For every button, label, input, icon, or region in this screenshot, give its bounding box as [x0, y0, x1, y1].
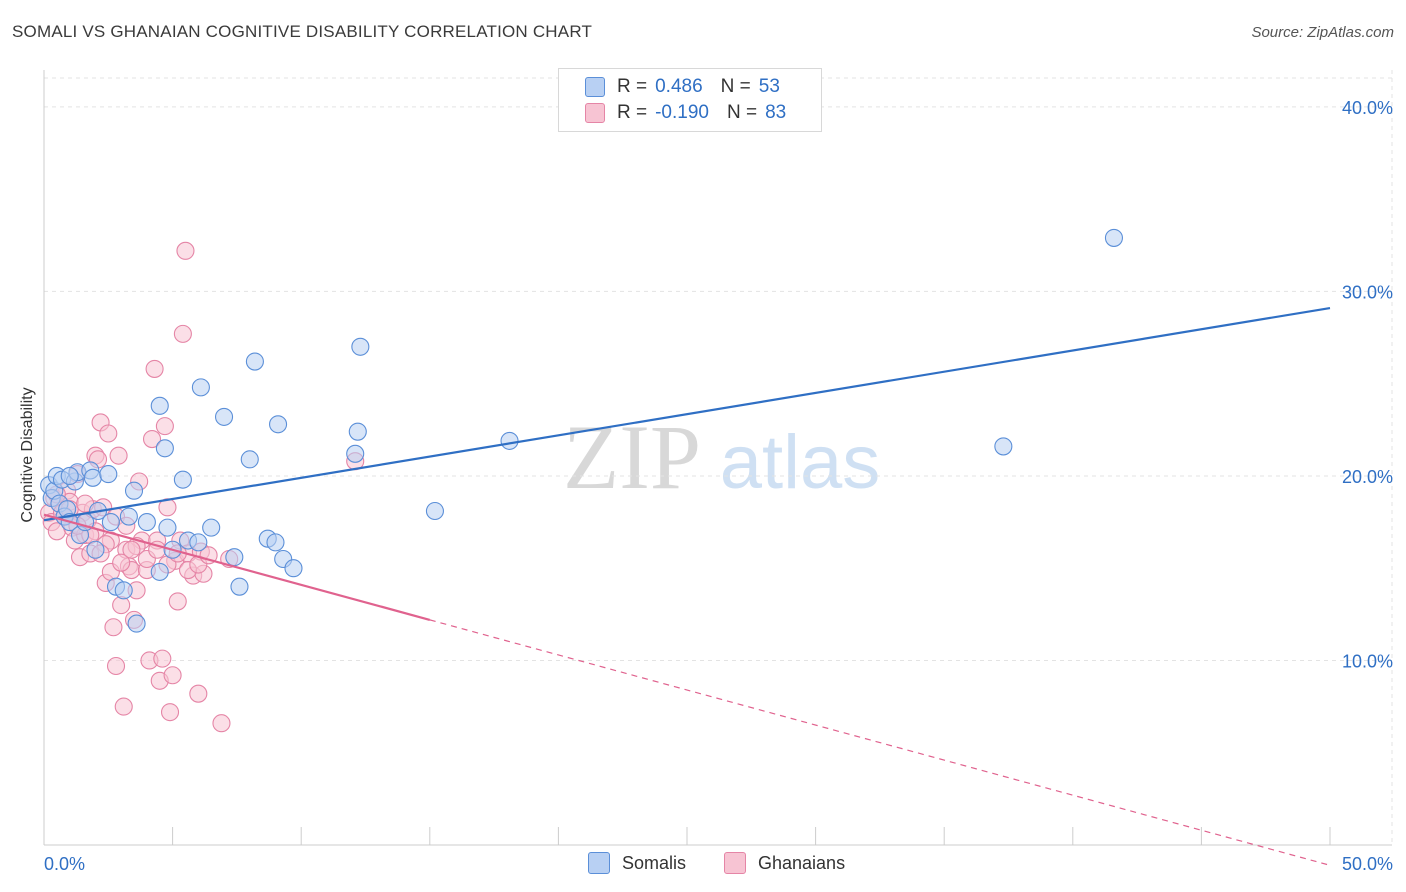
- ghanaians-point: [163, 666, 182, 685]
- somalis-point: [994, 437, 1013, 456]
- trend-lines: [43, 306, 1331, 866]
- somalis-point: [124, 481, 144, 500]
- ghanaians-trend-extension: [429, 619, 1331, 866]
- somalis-point: [202, 518, 221, 537]
- somalis-point: [191, 378, 210, 397]
- legend-r-value-ghanaians: -0.190: [655, 102, 709, 123]
- ghanaians-trend-line: [43, 513, 431, 621]
- legend-n-value-somalis: 53: [758, 76, 780, 97]
- somalis-point: [189, 533, 208, 552]
- y-tick-label: 40.0%: [1342, 98, 1393, 118]
- y-tick-label: 20.0%: [1342, 467, 1393, 487]
- legend-r-value-somalis: 0.486: [655, 76, 703, 97]
- axes: [43, 70, 1392, 846]
- somalis-point: [284, 559, 303, 578]
- ghanaians-point: [212, 714, 231, 733]
- somalis-point: [346, 444, 365, 463]
- ghanaians-point: [112, 596, 131, 615]
- y-tick-label: 10.0%: [1342, 651, 1393, 671]
- somalis-point: [150, 396, 169, 415]
- x-tick-labels: 0.0% 50.0%: [44, 854, 1393, 874]
- somalis-point: [60, 466, 79, 486]
- somalis-points: [40, 228, 1124, 633]
- ghanaians-point: [160, 703, 180, 722]
- watermark: ZIP atlas: [563, 406, 880, 508]
- legend-n-label: N =: [726, 102, 758, 123]
- somalis-point: [348, 422, 367, 441]
- legend-swatch-somalis: [588, 852, 610, 874]
- legend-swatch-ghanaians: [585, 103, 605, 123]
- somalis-point: [351, 337, 370, 356]
- series-legend: Somalis Ghanaians: [0, 852, 1406, 876]
- legend-label-somalis: Somalis: [622, 852, 687, 873]
- somalis-point: [425, 501, 444, 521]
- ghanaians-point: [142, 429, 162, 449]
- somalis-point: [1104, 228, 1124, 247]
- somalis-point: [155, 439, 174, 458]
- correlation-legend: R = 0.486 N = 53 R = -0.190 N = 83: [558, 68, 822, 132]
- somalis-point: [101, 513, 120, 532]
- somalis-point: [158, 518, 177, 537]
- legend-n-label: N =: [720, 76, 751, 97]
- somalis-point: [150, 562, 169, 581]
- somalis-point: [83, 468, 102, 487]
- legend-swatch-somalis: [585, 77, 605, 97]
- somalis-point: [86, 540, 105, 559]
- y-tick-label: 30.0%: [1342, 282, 1393, 302]
- legend-label-ghanaians: Ghanaians: [758, 852, 846, 873]
- legend-n-value-ghanaians: 83: [765, 102, 787, 123]
- somalis-point: [266, 533, 285, 552]
- ghanaians-point: [176, 241, 195, 260]
- somalis-point: [137, 513, 156, 532]
- x-tick-label: 50.0%: [1342, 854, 1393, 874]
- ghanaians-point: [173, 324, 192, 343]
- watermark-atlas: atlas: [720, 420, 881, 505]
- ghanaians-point: [155, 417, 174, 436]
- chart-source: Source: ZipAtlas.com: [1251, 24, 1394, 41]
- legend-swatch-ghanaians: [724, 852, 746, 874]
- ghanaians-point: [153, 649, 172, 668]
- x-tick-label: 0.0%: [44, 854, 85, 874]
- ghanaians-point: [99, 424, 118, 443]
- somalis-point: [119, 507, 138, 526]
- legend-row-somalis: R = 0.486 N = 53: [585, 75, 780, 99]
- somalis-trend-line: [43, 306, 1331, 522]
- ghanaians-point: [189, 684, 208, 703]
- ghanaians-point: [168, 592, 187, 611]
- legend-item-ghanaians[interactable]: Ghanaians: [724, 852, 845, 874]
- somalis-point: [214, 407, 234, 426]
- legend-r-label: R =: [617, 102, 648, 123]
- legend-item-somalis[interactable]: Somalis: [588, 852, 686, 874]
- somalis-point: [269, 415, 288, 434]
- ghanaians-point: [109, 446, 128, 465]
- ghanaians-point: [145, 359, 164, 378]
- somalis-point: [240, 450, 259, 469]
- somalis-point: [230, 577, 249, 596]
- somalis-point: [173, 470, 192, 489]
- somalis-point: [245, 352, 264, 371]
- y-axis-label: Cognitive Disability: [19, 387, 36, 523]
- chart-title: SOMALI VS GHANAIAN COGNITIVE DISABILITY …: [12, 22, 593, 41]
- legend-row-ghanaians: R = -0.190 N = 83: [585, 101, 786, 125]
- ghanaians-point: [122, 540, 141, 559]
- legend-r-label: R =: [617, 76, 648, 97]
- somalis-point: [225, 548, 244, 567]
- ghanaians-point: [104, 618, 123, 637]
- somalis-point: [500, 431, 519, 450]
- y-tick-labels: 10.0% 20.0% 30.0% 40.0%: [1342, 98, 1393, 672]
- ghanaians-point: [114, 697, 133, 716]
- somalis-point: [114, 581, 133, 600]
- somalis-point: [127, 614, 146, 633]
- ghanaians-point: [112, 553, 131, 572]
- ghanaians-points: [40, 241, 365, 733]
- gridlines: [44, 70, 1393, 845]
- somalis-point: [99, 465, 118, 484]
- ghanaians-point: [106, 656, 126, 676]
- watermark-zip: ZIP: [563, 406, 701, 508]
